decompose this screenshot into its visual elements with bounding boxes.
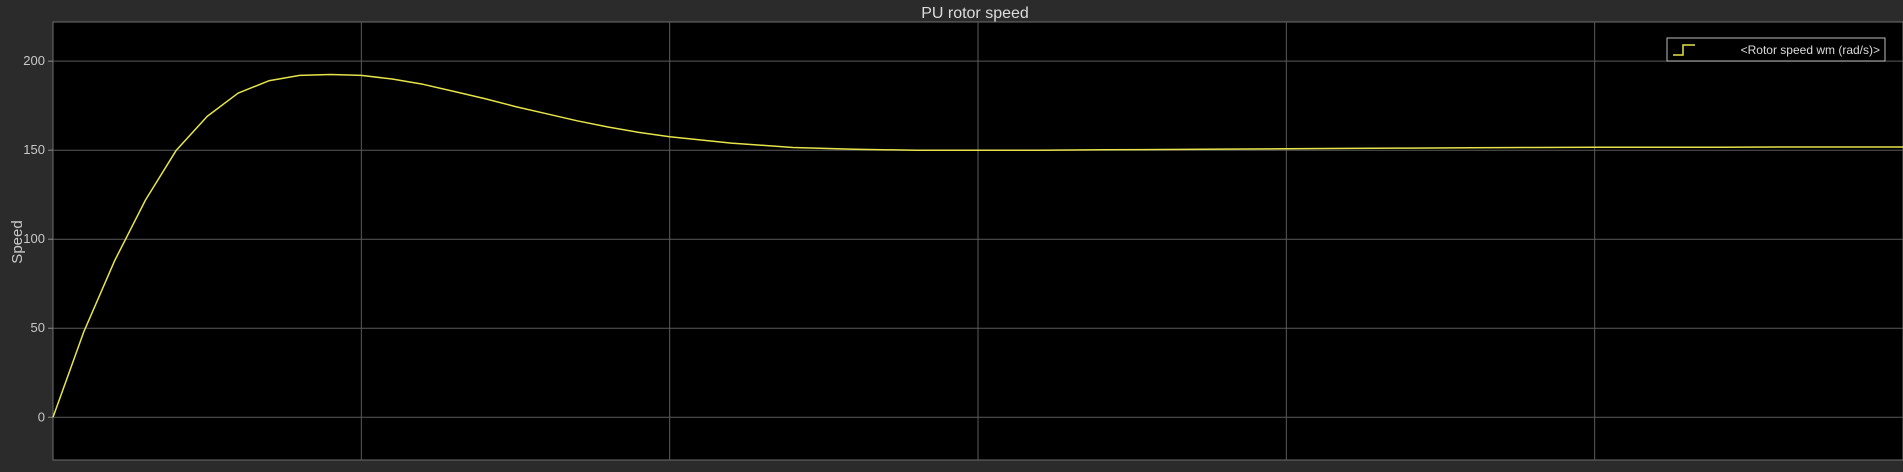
y-tick-label: 200 [23, 53, 45, 68]
chart-title: PU rotor speed [921, 5, 1029, 22]
legend-step-icon [1673, 44, 1695, 56]
y-tick-label: 0 [38, 409, 45, 424]
legend-entry-label: <Rotor speed wm (rad/s)> [1741, 43, 1880, 57]
y-tick-label: 50 [31, 320, 45, 335]
legend-box [1666, 37, 1886, 62]
series-line-rotor-speed[interactable] [52, 73, 1903, 418]
y-tick-label: 150 [23, 142, 45, 157]
legend[interactable]: <Rotor speed wm (rad/s)> [1666, 37, 1886, 62]
y-tick-label: 100 [23, 231, 45, 246]
tick-labels: 0 50 100 150 200 [23, 53, 53, 424]
series-layer [52, 73, 1903, 418]
y-axis-label: Speed [9, 220, 26, 263]
